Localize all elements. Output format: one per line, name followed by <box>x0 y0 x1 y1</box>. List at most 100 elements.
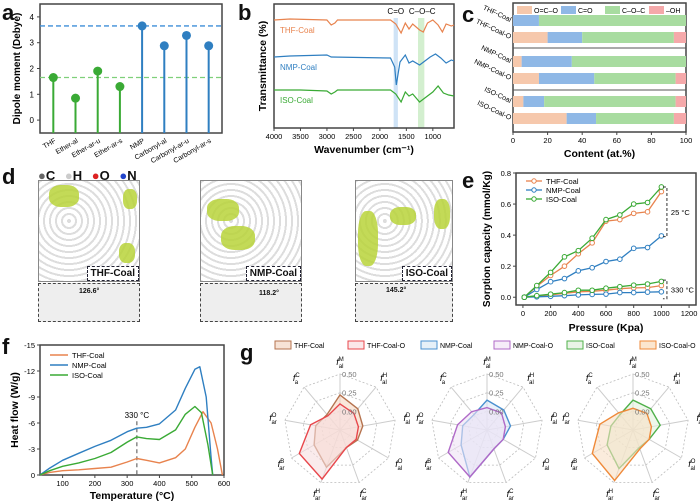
annotation-330c: 330 °C <box>125 411 150 420</box>
annotation-25c: 25 °C <box>671 208 690 217</box>
y-tick-label: 0 <box>31 471 35 480</box>
radar-axis-label: fO al <box>395 459 403 472</box>
lollipop-head <box>71 93 81 103</box>
y-tick-label: -3 <box>28 445 35 454</box>
panel-label-d: d <box>2 164 16 189</box>
plot-frame <box>39 3 223 134</box>
legend-swatch <box>639 340 657 350</box>
data-point <box>630 201 637 207</box>
bar-segment <box>521 56 572 67</box>
radar-axis-label: fC a <box>440 373 448 386</box>
iso-angle-value: 145.2° <box>386 287 407 294</box>
radar-axis-label: fM al <box>336 357 344 370</box>
bar-segment <box>513 32 548 43</box>
y-axis-label: Dipole moment (Debye) <box>12 13 23 125</box>
thf-coal-label: THF-Coal <box>86 266 139 281</box>
radial-tick-label: 0.25 <box>489 389 504 398</box>
legend-label: O=C–O <box>534 8 558 15</box>
spectrum-line-iso-coal <box>274 85 455 104</box>
y-tick-label: 0.8 <box>501 169 511 178</box>
radar-axis-label: fH ar <box>606 489 613 501</box>
x-tick-label: 1000 <box>653 309 670 318</box>
iso-coal-structure: ISO-Coal <box>355 180 453 282</box>
data-point <box>547 278 554 285</box>
data-point <box>644 289 651 295</box>
nmp-coal-structure: NMP-Coal <box>200 180 302 282</box>
data-point <box>630 289 637 296</box>
radar-grid-ring <box>284 373 396 484</box>
legend-label: C=O <box>578 8 593 15</box>
legend-hydrogen: H <box>72 168 83 183</box>
legend-swatch <box>517 6 532 14</box>
radar-grid-ring <box>577 373 689 484</box>
radar-series-iso-coal-o <box>591 407 653 482</box>
legend-label: NMP-Coal <box>546 186 581 195</box>
legend-label: THF-Coal <box>72 351 105 360</box>
lollipop-head <box>159 41 169 51</box>
panel-label-f: f <box>2 334 10 359</box>
x-tick-label: 100 <box>56 479 69 488</box>
legend-label: –OH <box>666 8 680 15</box>
x-tick-label: 200 <box>89 479 102 488</box>
y-axis-label: Transmittance (%) <box>257 21 269 111</box>
radial-tick-label: 0.25 <box>635 389 650 398</box>
data-point <box>547 269 554 276</box>
data-point <box>617 212 623 218</box>
plot-frame <box>515 172 697 306</box>
sorption-capacity-chart: 0.0 0.2 0.4 0.6 0.8 0 200 400 600 800 1000 1200 Pres… <box>482 169 697 334</box>
data-point <box>547 291 554 297</box>
category-label: ISO-Coal <box>483 86 512 105</box>
x-tick-label: 800 <box>627 309 640 318</box>
lollipop-head <box>181 30 191 40</box>
series-line <box>39 410 224 476</box>
data-point <box>617 216 623 223</box>
data-point <box>658 188 665 195</box>
radar-axis-label: fO ar <box>562 413 570 426</box>
legend-swatch <box>347 340 365 350</box>
radial-tick-label: 0.50 <box>342 370 357 379</box>
lollipop-head <box>204 41 214 51</box>
radar-axis-label: fM al <box>629 357 637 370</box>
x-axis-label: Pressure (Kpa) <box>569 322 644 334</box>
data-point <box>561 275 568 282</box>
x-tick-label: 0 <box>521 309 525 318</box>
data-point <box>658 233 665 239</box>
bar-segment <box>596 113 674 124</box>
data-point <box>603 291 609 297</box>
radar-axis-label: fC ar <box>653 489 661 501</box>
data-point <box>521 294 528 301</box>
x-tick-label: 100 <box>680 136 693 145</box>
lollipop-head <box>48 73 58 83</box>
y-axis-label: Heat flow (W/g) <box>9 372 21 448</box>
data-point <box>589 264 595 271</box>
radar-axis-label: fB ar <box>425 459 432 472</box>
legend-swatch <box>566 340 584 350</box>
legend-carbon: C <box>45 168 56 183</box>
iso-coal-angle-inset: 145.2° <box>355 283 453 322</box>
legend-swatch <box>493 340 511 350</box>
bar-segment <box>538 73 595 84</box>
radar-axis-label: fC ar <box>507 489 515 501</box>
nmp-coal-label: NMP-Coal <box>245 266 301 281</box>
y-tick-label: 1 <box>30 90 35 99</box>
legend-marker <box>531 178 537 184</box>
bar-segment <box>523 96 545 107</box>
data-point <box>617 289 623 296</box>
x-axis-label: Wavenumber (cm⁻¹) <box>314 144 414 156</box>
nmp-angle-value: 118.2° <box>259 290 279 297</box>
radar-axis-label: fO al <box>542 459 550 472</box>
data-point <box>575 287 582 294</box>
y-axis-label: Sorption capacity (mmol/Kg) <box>482 171 493 307</box>
x-tick-label: 3500 <box>292 132 309 141</box>
y-tick-label: -12 <box>24 367 35 376</box>
y-tick-label: 2 <box>30 65 35 74</box>
x-tick-label: THF <box>42 138 57 151</box>
iso-coal-label: ISO-Coal <box>401 266 452 281</box>
atom-legend: ●C ●H ●O ●N <box>38 168 137 183</box>
legend-label: NMP-Coal-O <box>513 343 554 350</box>
x-tick-label: 20 <box>543 136 551 145</box>
lollipop-head <box>93 66 103 76</box>
x-axis-label: Content (at.%) <box>564 148 635 160</box>
radar-axis-label: fO al <box>688 459 696 472</box>
